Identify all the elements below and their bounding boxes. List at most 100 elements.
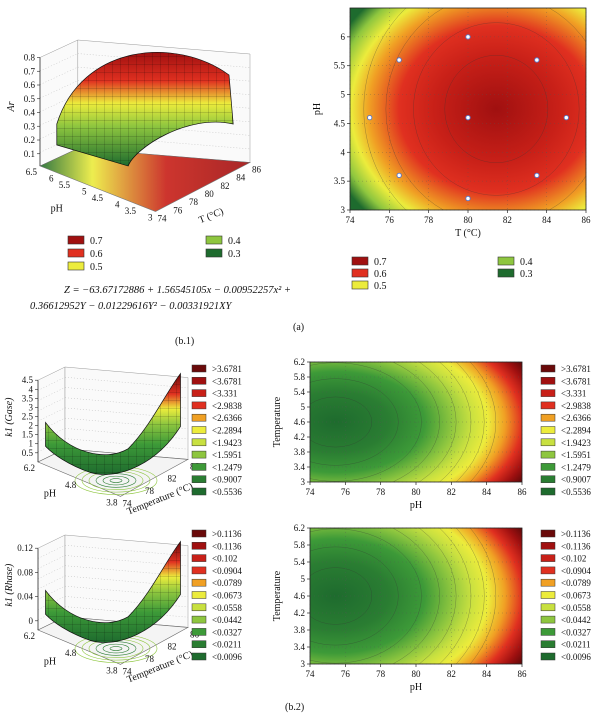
y-tick-label: 5.5 xyxy=(59,180,71,190)
legend-label: 0.6 xyxy=(374,269,387,280)
y-tick-label: 4.5 xyxy=(334,118,346,128)
legend-column: >0.1136 <0.1136 <0.102 <0.0904 <0.0789 <0.067… xyxy=(540,529,591,662)
legend-swatch xyxy=(191,542,207,550)
x-tick-label: 76 xyxy=(173,205,183,215)
legend-swatch xyxy=(540,628,556,636)
legend-label: <0.0211 xyxy=(561,640,591,650)
x-tick-label: 76 xyxy=(341,669,351,679)
wall-grid xyxy=(39,53,78,72)
legend-swatch xyxy=(540,566,556,575)
legend-label: 0.7 xyxy=(90,236,103,247)
y-tick-label: 3.5 xyxy=(125,206,137,216)
legend-swatch xyxy=(540,401,556,410)
z-axis-label: Ar xyxy=(6,101,17,112)
x-tick-label: 78 xyxy=(424,215,434,225)
legend-label: <1.9423 xyxy=(561,438,591,448)
y-tick-label: 4 xyxy=(341,147,346,157)
legend-label: 0.4 xyxy=(228,236,241,247)
z-tick-label: 3 xyxy=(29,402,34,412)
wall-grid xyxy=(39,80,78,99)
legend-swatch xyxy=(540,463,556,471)
legend-swatch xyxy=(191,603,207,612)
floor-contour xyxy=(109,478,123,483)
legend-swatch xyxy=(191,566,207,575)
z-tick-label: 3.5 xyxy=(22,393,34,403)
y-tick-label: 3 xyxy=(148,213,153,223)
legend-label: <0.1136 xyxy=(561,541,591,551)
wall-grid xyxy=(37,555,66,569)
y-tick-label: 5 xyxy=(301,574,306,584)
z-tick-label: 0.7 xyxy=(24,66,36,76)
legend-label: <0.1136 xyxy=(212,541,242,551)
surface-mesh xyxy=(45,541,181,643)
legend-swatch xyxy=(191,578,207,587)
y-tick-label: 3.8 xyxy=(106,665,118,675)
y-tick-label: 3.4 xyxy=(294,462,306,472)
wall-grid xyxy=(39,107,78,126)
design-point xyxy=(465,34,471,40)
legend-swatch xyxy=(540,413,556,422)
contour-line xyxy=(392,528,440,664)
design-point xyxy=(396,172,402,179)
x-tick-label: 84 xyxy=(482,669,492,679)
legend-label: <0.0327 xyxy=(561,627,591,637)
z-tick-label: 4.5 xyxy=(22,375,34,385)
legend-label: <2.2894 xyxy=(212,426,242,436)
y-tick-label: 3.4 xyxy=(294,642,306,652)
z-tick-label: 4 xyxy=(29,384,34,394)
x-tick-label: 74 xyxy=(306,669,316,679)
contour-line xyxy=(310,567,373,625)
x-tick-label: 80 xyxy=(412,487,422,497)
x-tick-label: 82 xyxy=(221,181,230,191)
legend-label: <0.0789 xyxy=(212,578,242,588)
legend-label: <3.6781 xyxy=(212,376,242,386)
y-tick-label: 6.5 xyxy=(26,167,38,177)
legend-label: <3.6781 xyxy=(561,376,591,386)
contour-line xyxy=(310,528,422,664)
z-axis-label: k1 (Gase) xyxy=(4,397,15,437)
caption-b1: (b.1) xyxy=(175,336,195,347)
legend-label: 0.6 xyxy=(90,249,103,260)
legend-swatch xyxy=(191,401,207,410)
y-tick-label: 4.8 xyxy=(65,648,77,658)
y-axis-label: pH xyxy=(51,204,63,215)
contour-line xyxy=(310,396,373,448)
legend-swatch xyxy=(191,652,207,661)
y-tick-label: 6 xyxy=(341,32,346,42)
x-tick-label: 80 xyxy=(464,215,474,225)
legend-swatch xyxy=(540,487,556,496)
legend-swatch xyxy=(191,389,207,397)
x-tick-label: 80 xyxy=(412,669,422,679)
z-tick-label: 0.12 xyxy=(17,543,33,553)
y-tick-label: 5.8 xyxy=(294,540,306,550)
legend-swatch xyxy=(67,235,85,245)
legend-label: <2.9838 xyxy=(561,401,591,411)
legend-label: <0.5536 xyxy=(212,487,242,497)
y-axis-label: Temperature xyxy=(272,570,283,621)
legend-label: >3.6781 xyxy=(212,364,242,374)
legend-label: <0.0211 xyxy=(212,640,242,650)
equation-line-2: 0.36612952Y − 0.01229616Y² − 0.00331921X… xyxy=(30,301,232,312)
z-tick-label: 0.3 xyxy=(24,121,36,131)
legend-label: 0.5 xyxy=(90,262,103,273)
legend-label: <0.0096 xyxy=(212,652,242,662)
x-axis-label: T (°C) xyxy=(455,228,481,239)
y-tick-label: 5 xyxy=(301,402,306,412)
y-tick-label: 4.8 xyxy=(65,480,77,490)
legend-label: <0.0327 xyxy=(212,627,242,637)
design-point xyxy=(465,195,471,202)
legend-label: <1.2479 xyxy=(561,462,591,472)
x-tick-label: 84 xyxy=(482,487,492,497)
z-tick-label: 0.2 xyxy=(24,135,35,145)
legend-label: <0.9007 xyxy=(561,475,591,485)
legend-label: <0.0096 xyxy=(561,652,591,662)
legend-swatch xyxy=(540,438,556,447)
legend-swatch xyxy=(191,377,207,385)
legend-swatch xyxy=(540,554,556,562)
x-tick-label: 78 xyxy=(145,486,155,496)
y-tick-label: 6.2 xyxy=(24,463,35,473)
x-tick-label: 76 xyxy=(385,215,395,225)
y-tick-label: 3 xyxy=(301,659,306,669)
x-tick-label: 74 xyxy=(158,214,168,224)
